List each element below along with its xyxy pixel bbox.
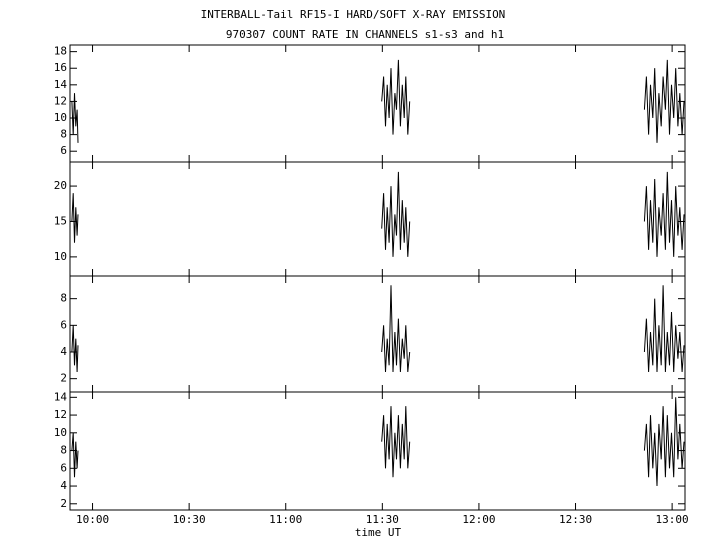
y-tick-label: 16	[54, 61, 67, 74]
data-line	[71, 59, 685, 143]
y-tick-label: 10	[54, 426, 67, 439]
chart-title: INTERBALL-Tail RF15-I HARD/SOFT X-RAY EM…	[201, 8, 506, 21]
y-tick-label: 4	[60, 479, 67, 492]
y-tick-label: 10	[54, 111, 67, 124]
y-tick-label: 8	[60, 444, 67, 457]
x-tick-label: 10:30	[173, 513, 206, 526]
y-tick-label: 12	[54, 94, 67, 107]
y-tick-label: 2	[60, 497, 67, 510]
y-tick-label: 18	[54, 45, 67, 58]
x-axis-label: time UT	[355, 526, 402, 539]
y-tick-label: 10	[54, 250, 67, 263]
y-tick-label: 20	[54, 179, 67, 192]
x-tick-label: 10:00	[76, 513, 109, 526]
y-tick-label: 12	[54, 408, 67, 421]
data-line	[71, 397, 685, 487]
y-tick-label: 15	[54, 214, 67, 227]
x-tick-label: 12:00	[462, 513, 495, 526]
y-tick-label: 8	[60, 128, 67, 141]
y-tick-label: 6	[60, 318, 67, 331]
y-tick-label: 2	[60, 372, 67, 385]
y-tick-label: 8	[60, 292, 67, 305]
y-tick-label: 6	[60, 461, 67, 474]
y-tick-label: 14	[54, 390, 68, 403]
y-tick-label: 4	[60, 345, 67, 358]
x-tick-label: 12:30	[559, 513, 592, 526]
data-line	[71, 171, 685, 257]
x-tick-label: 13:00	[656, 513, 689, 526]
y-tick-label: 6	[60, 144, 67, 157]
y-tick-label: 14	[54, 78, 68, 91]
x-tick-label: 11:30	[366, 513, 399, 526]
x-tick-label: 11:00	[269, 513, 302, 526]
chart-subtitle: 970307 COUNT RATE IN CHANNELS s1-s3 and …	[226, 28, 504, 41]
